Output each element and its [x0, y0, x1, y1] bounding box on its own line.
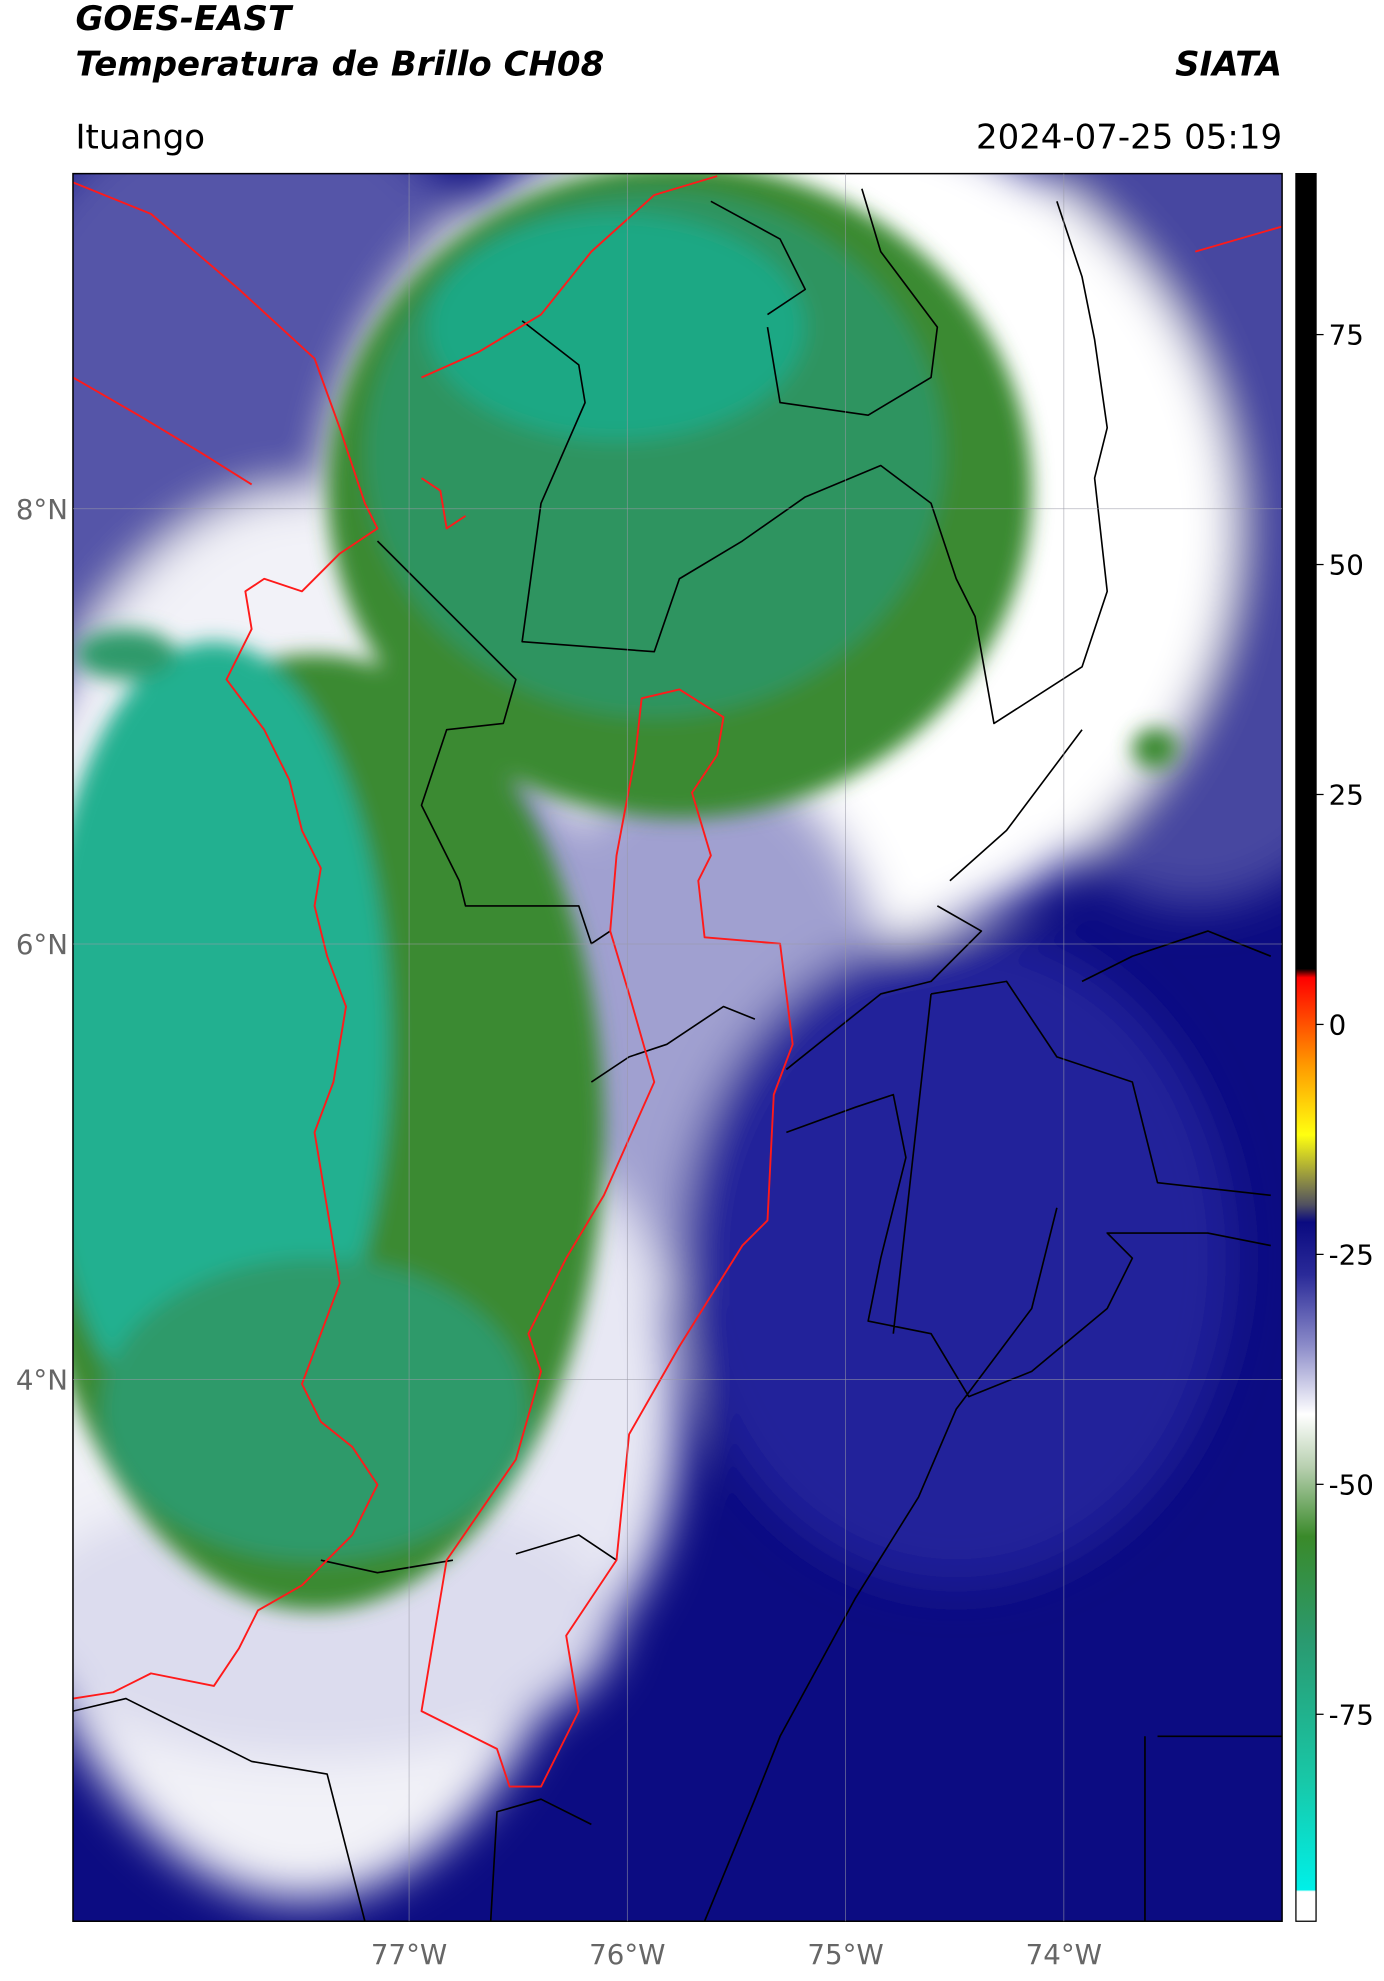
borders — [72, 175, 1283, 1922]
map-frame — [72, 172, 1283, 1922]
lon-tick-label: 77°W — [371, 1938, 447, 1971]
colorbar-tick-label: 75 — [1329, 319, 1364, 352]
colorbar-tick-label: -75 — [1329, 1698, 1374, 1731]
colorbar-tick-label: -25 — [1329, 1238, 1374, 1271]
lon-tick-label: 75°W — [807, 1938, 883, 1971]
map-image — [72, 173, 1283, 1922]
colorbar-tick-label: -50 — [1329, 1468, 1374, 1501]
colorbar-tick-label: 0 — [1329, 1009, 1347, 1042]
colorbar — [1295, 172, 1317, 1922]
region: Ituango — [75, 117, 205, 157]
product: Temperatura de Brillo CH08 — [75, 44, 604, 84]
colorbar-tick-label: 25 — [1329, 779, 1364, 812]
lon-tick-label: 76°W — [589, 1938, 665, 1971]
lat-tick-label: 6°N — [16, 928, 68, 961]
lat-tick-label: 8°N — [16, 493, 68, 526]
colorbar-tick-label: 50 — [1329, 549, 1364, 582]
lat-tick-label: 4°N — [16, 1363, 68, 1396]
lon-tick-label: 74°W — [1026, 1938, 1102, 1971]
datetime: 2024-07-25 05:19 — [976, 117, 1282, 157]
satellite: GOES-EAST — [75, 0, 293, 39]
source: SIATA — [1175, 44, 1282, 84]
